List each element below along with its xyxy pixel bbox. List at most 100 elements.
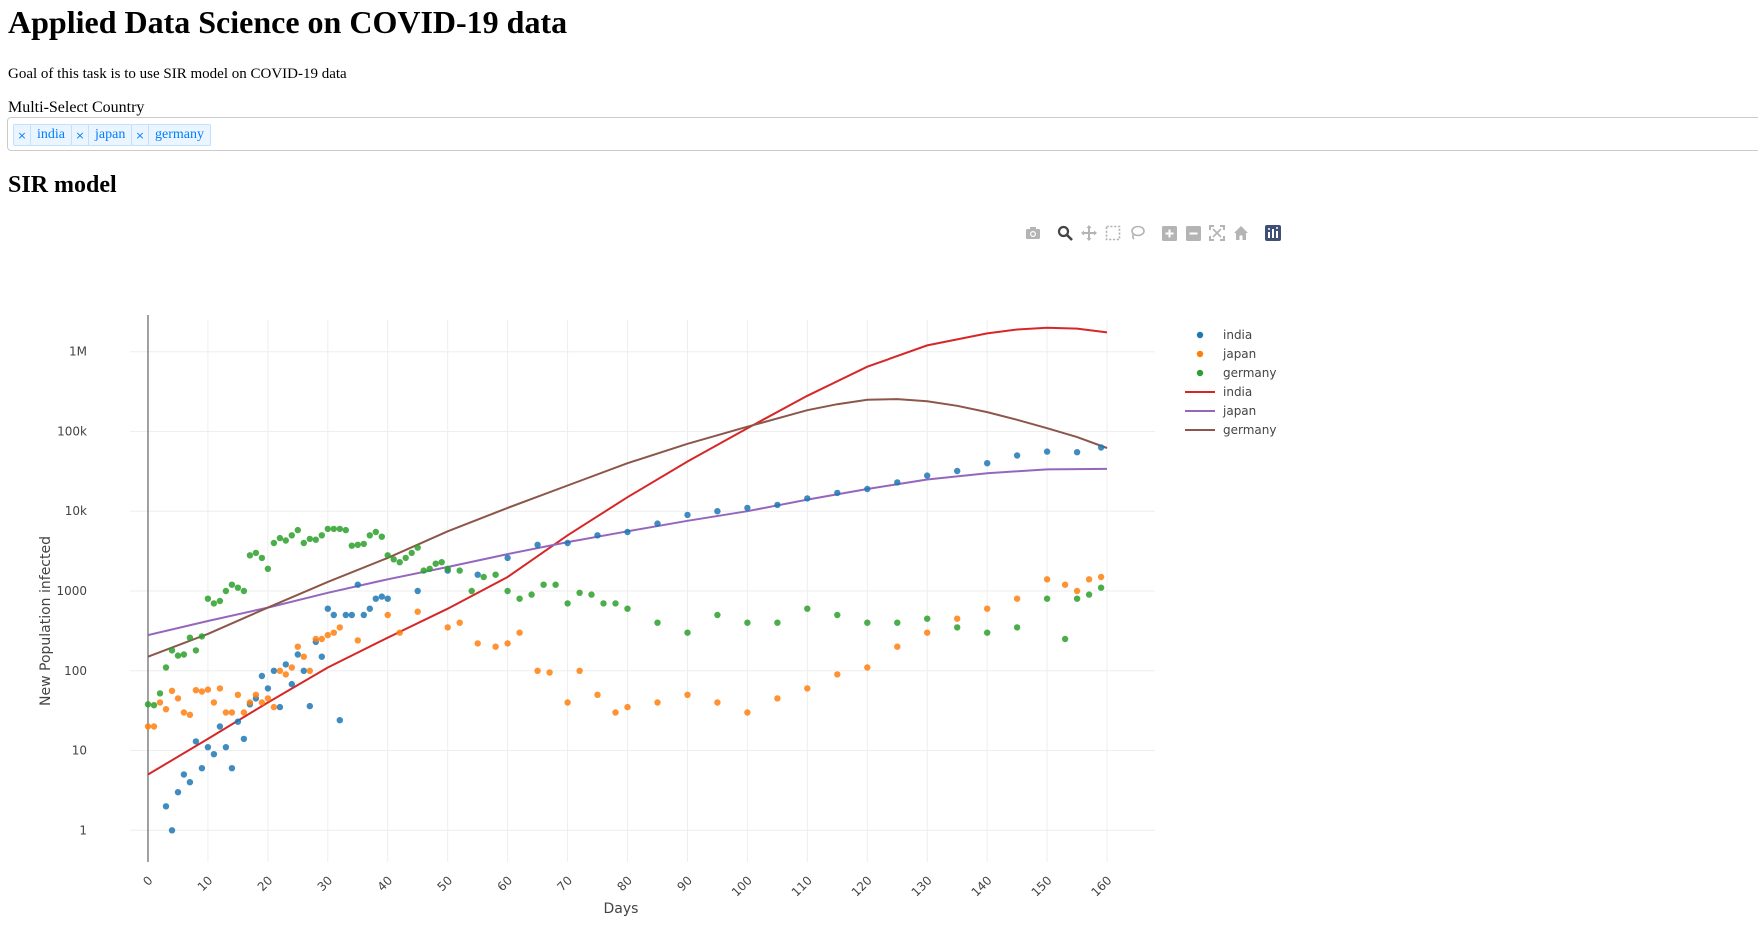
data-point-japan [804, 685, 811, 692]
data-point-india [1073, 449, 1081, 456]
legend-marker-japan [1196, 350, 1204, 358]
y-tick-label: 10k [65, 504, 87, 518]
data-point-india [204, 744, 212, 751]
data-point-india [282, 661, 289, 668]
reset-axes-icon[interactable] [1232, 224, 1250, 242]
zoom-in-icon[interactable] [1160, 224, 1178, 242]
data-point-germany [216, 597, 224, 605]
data-point-japan [954, 615, 961, 622]
data-point-japan [234, 691, 242, 698]
data-point-india [186, 779, 194, 786]
data-point-india [258, 672, 266, 680]
data-point-germany [624, 605, 631, 612]
country-multi-select[interactable]: × india × japan × germany [7, 117, 1758, 151]
data-point-germany [804, 605, 811, 612]
x-tick-label: 40 [375, 873, 396, 894]
plotly-logo-icon[interactable] [1264, 224, 1282, 242]
data-point-india [306, 702, 313, 710]
data-point-germany [612, 600, 619, 607]
data-point-japan [228, 709, 236, 716]
country-chip-germany: × germany [131, 124, 211, 146]
data-point-japan [444, 624, 451, 631]
data-point-japan [276, 667, 284, 674]
data-point-japan [180, 709, 188, 716]
data-point-japan [546, 669, 553, 676]
x-tick-label: 10 [195, 873, 216, 894]
data-point-japan [456, 619, 463, 626]
data-point-germany [276, 534, 284, 542]
chart-axes: 0 10 20 30 40 50 60 70 80 90 100 110 120 130 140 150 160… [56, 315, 1115, 899]
data-point-germany [528, 591, 535, 598]
data-point-germany [396, 559, 403, 566]
autoscale-icon[interactable] [1208, 224, 1226, 242]
data-point-germany [438, 559, 445, 566]
data-point-germany [480, 573, 487, 581]
x-tick-label: 70 [554, 873, 575, 894]
x-tick-label: 140 [969, 873, 995, 899]
data-point-germany [384, 552, 391, 559]
data-point-japan [270, 703, 278, 711]
data-point-japan [384, 611, 391, 619]
data-point-japan [258, 699, 266, 706]
fit-line-germany [147, 398, 1108, 658]
data-point-japan [684, 691, 691, 698]
camera-icon[interactable] [1024, 224, 1042, 242]
box-select-icon[interactable] [1104, 224, 1122, 242]
data-point-germany [1097, 584, 1105, 591]
data-point-india [924, 472, 931, 479]
data-point-japan [300, 653, 307, 660]
data-point-germany [600, 600, 607, 607]
remove-india-button[interactable]: × [14, 125, 31, 145]
data-point-germany [330, 525, 337, 533]
data-point-india [336, 717, 343, 724]
data-point-japan [354, 637, 361, 644]
data-point-japan [504, 640, 511, 647]
data-point-japan [198, 688, 206, 695]
data-point-india [300, 667, 307, 674]
data-point-japan [186, 711, 194, 718]
chart-gridlines [130, 320, 1155, 862]
data-point-india [1043, 448, 1051, 455]
data-point-germany [402, 554, 409, 562]
data-point-india [372, 595, 379, 602]
data-point-india [180, 771, 188, 778]
remove-germany-button[interactable]: × [132, 125, 149, 145]
sir-chart[interactable]: 0 10 20 30 40 50 60 70 80 90 100 110 120 130 140 150 160… [0, 280, 1758, 930]
data-point-japan [264, 695, 272, 702]
legend-marker-india [1196, 331, 1204, 339]
lasso-icon[interactable] [1128, 224, 1146, 242]
data-point-india [594, 532, 601, 539]
data-point-japan [624, 703, 631, 711]
data-point-germany [240, 587, 248, 595]
data-point-germany [318, 532, 325, 539]
data-point-india [168, 827, 176, 834]
data-point-india [174, 789, 182, 796]
data-point-india [342, 611, 349, 619]
zoom-out-icon[interactable] [1184, 224, 1202, 242]
data-point-germany [282, 537, 289, 544]
data-point-india [276, 703, 284, 711]
data-point-germany [540, 581, 547, 588]
data-point-japan [612, 709, 619, 716]
data-point-germany [1073, 595, 1081, 602]
data-point-india [324, 605, 331, 612]
remove-japan-button[interactable]: × [72, 125, 89, 145]
data-point-japan [282, 671, 289, 678]
data-point-germany [984, 629, 991, 636]
data-point-india [378, 593, 385, 600]
data-point-japan [162, 706, 170, 713]
legend-label-germany: germany [1223, 366, 1276, 380]
data-point-india [474, 571, 481, 578]
data-point-japan [654, 699, 661, 706]
country-chip-label: india [37, 127, 65, 142]
pan-icon[interactable] [1080, 224, 1098, 242]
x-tick-label: 120 [849, 873, 875, 899]
data-point-japan [492, 643, 499, 650]
data-point-india [222, 744, 230, 751]
data-point-japan [246, 699, 254, 706]
data-point-germany [504, 587, 511, 595]
x-tick-label: 60 [494, 873, 515, 894]
data-point-india [240, 735, 248, 743]
zoom-icon[interactable] [1056, 224, 1074, 242]
data-point-germany [264, 565, 272, 572]
